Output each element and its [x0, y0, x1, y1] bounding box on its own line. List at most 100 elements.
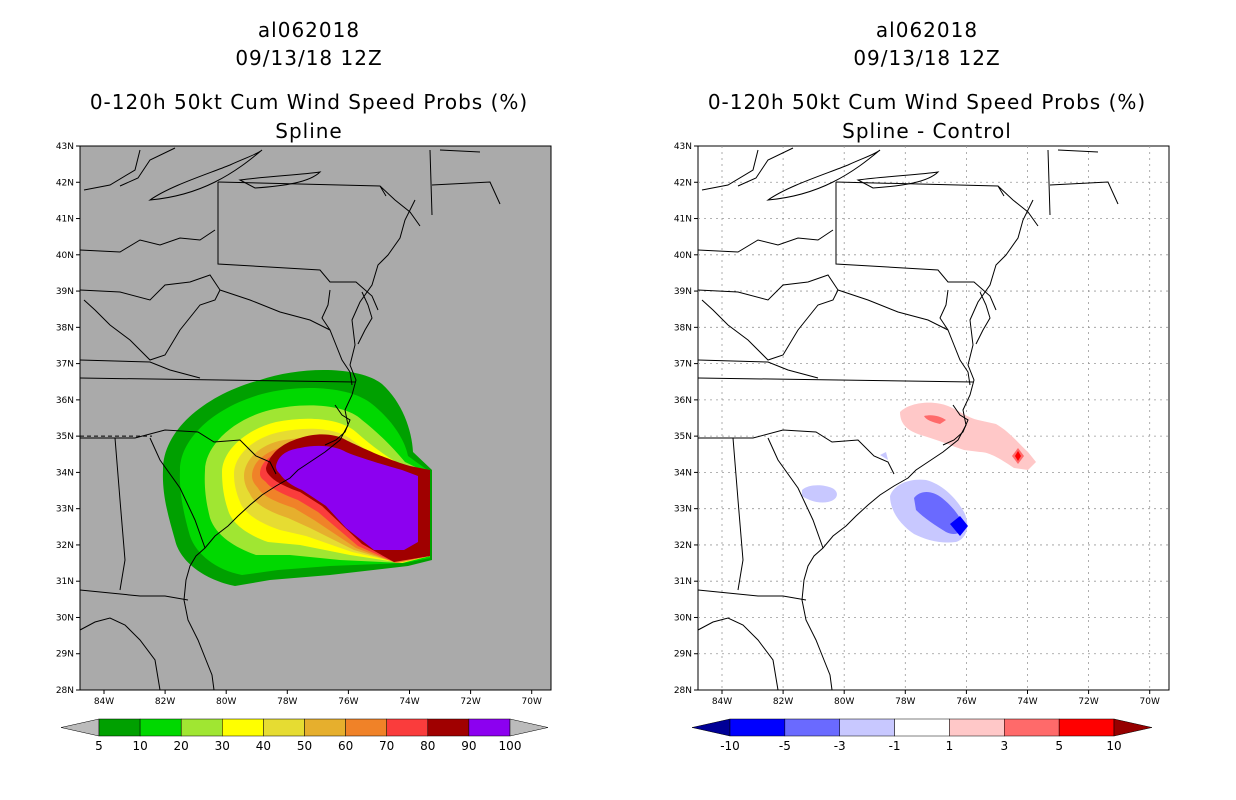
lat-label: 35N [56, 432, 74, 442]
colorbar-swatch [839, 718, 895, 737]
state-border-nc-sc [80, 429, 277, 475]
lat-label: 39N [56, 287, 74, 297]
state-border-oh [697, 229, 834, 253]
colorbar-label: 70 [379, 739, 394, 753]
colorbar-swatch [729, 718, 786, 737]
lat-label: 43N [674, 142, 692, 152]
diff-neg-5 [950, 516, 968, 536]
lat-label: 32N [56, 541, 74, 551]
colorbar-swatch [427, 718, 470, 737]
lake-ontario [238, 171, 322, 189]
state-border-nc-sc [698, 429, 895, 475]
diff-neg-1-b [802, 485, 837, 503]
colorbar-label: 80 [420, 739, 435, 753]
lat-label: 36N [674, 396, 692, 406]
lat-label: 39N [674, 287, 692, 297]
diff-pos-3 [924, 415, 946, 424]
lon-label: 72W [460, 697, 480, 707]
lon-label: 74W [1017, 697, 1037, 707]
state-border-oh [79, 229, 216, 253]
state-border-va-md [837, 289, 949, 331]
datetime: 09/13/18 12Z [235, 46, 383, 70]
lon-label: 82W [155, 697, 175, 707]
subtitle: Spline - Control [842, 119, 1012, 143]
colorbar-swatch [894, 718, 950, 737]
colorbar-label: 10 [132, 739, 147, 753]
state-border-va-nc [697, 377, 974, 383]
lat-label: 33N [56, 505, 74, 515]
florida-coast [79, 617, 161, 691]
lat-label: 43N [56, 142, 74, 152]
state-border-ga-fl [697, 589, 807, 601]
lon-label: 76W [338, 697, 358, 707]
lat-label: 28N [674, 686, 692, 696]
state-borders-ny [217, 181, 421, 227]
colorbar-label: 3 [1000, 739, 1008, 753]
colorbar-arrow-left [60, 718, 100, 737]
colorbar-label: 60 [338, 739, 353, 753]
colorbar-swatch [304, 718, 346, 737]
lat-label: 42N [674, 178, 692, 188]
colorbar-label: 1 [946, 739, 954, 753]
colorbar-arrow-right [509, 718, 549, 737]
state-border-ga-al [114, 437, 126, 591]
pamlico-sound [942, 404, 969, 446]
prob-90-100 [276, 445, 418, 550]
state-border-tn-ky [697, 359, 819, 379]
colorbar-label: 100 [499, 739, 522, 753]
storm-id: al062018 [875, 18, 979, 42]
lat-label: 31N [56, 577, 74, 587]
colorbar-label: 90 [461, 739, 476, 753]
lon-label: 70W [522, 697, 542, 707]
state-border-ga-fl [79, 589, 189, 601]
lon-label: 80W [834, 697, 854, 707]
colorbar-label: 20 [174, 739, 189, 753]
colorbar-swatch [1058, 718, 1115, 737]
lat-label: 29N [56, 650, 74, 660]
lon-label: 82W [773, 697, 793, 707]
probability-contours [162, 369, 432, 586]
colorbar-label: -10 [720, 739, 740, 753]
geography [697, 147, 1119, 691]
state-borders-ny-pa [217, 182, 379, 311]
storm-id: al062018 [257, 18, 361, 42]
colorbar-swatch [263, 718, 305, 737]
difference-contours [802, 402, 1036, 543]
lake-erie [148, 149, 263, 201]
lat-label: 38N [674, 323, 692, 333]
lat-label: 28N [56, 686, 74, 696]
lon-label: 84W [94, 697, 114, 707]
colorbar-swatch [345, 718, 387, 737]
chesapeake-bay [939, 289, 971, 386]
colorbar-label: 30 [215, 739, 230, 753]
great-lakes-shore [701, 147, 794, 191]
lat-label: 41N [674, 215, 692, 225]
pamlico-sound [324, 404, 351, 446]
lon-label: 78W [895, 697, 915, 707]
state-border-tn-ky [79, 359, 201, 379]
colorbar: -10 -5 -3 -1 1 3 5 10 [691, 718, 1153, 753]
chesapeake-bay [321, 289, 353, 386]
state-border-ga-al [732, 437, 744, 591]
colorbar-swatch [180, 718, 223, 737]
lon-label: 70W [1140, 697, 1160, 707]
state-borders-ne [1047, 149, 1119, 216]
lake-erie [766, 149, 881, 201]
lat-label: 33N [674, 505, 692, 515]
colorbar: 5 10 20 30 40 50 60 70 80 90 100 [60, 718, 549, 753]
lat-label: 37N [56, 360, 74, 370]
lat-label: 30N [674, 613, 692, 623]
lat-label: 40N [56, 251, 74, 261]
delaware-bay [975, 291, 991, 345]
lake-ontario [856, 171, 940, 189]
state-border-va-md [219, 289, 331, 331]
lat-label: 40N [674, 251, 692, 261]
subtitle: Spline [275, 119, 343, 143]
lat-label: 36N [56, 396, 74, 406]
lat-label: 30N [56, 613, 74, 623]
florida-coast [697, 617, 779, 691]
colorbar-label: 5 [1055, 739, 1063, 753]
lat-label: 31N [674, 577, 692, 587]
lon-label: 76W [956, 697, 976, 707]
lat-label: 29N [674, 650, 692, 660]
